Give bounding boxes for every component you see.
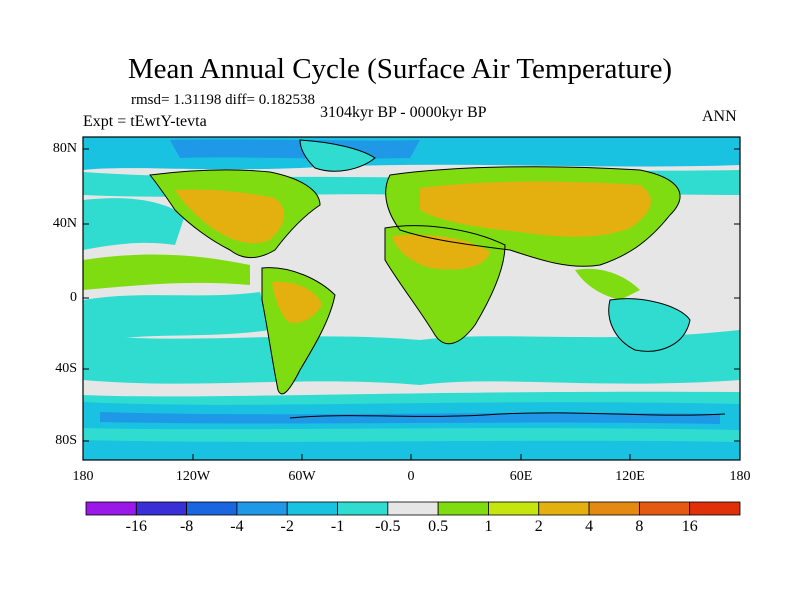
colorbar-swatch — [236, 501, 288, 516]
lon-label-0: 0 — [407, 469, 415, 484]
colorbar-swatch — [85, 501, 137, 516]
lat-label-40s: 40S — [55, 361, 77, 376]
eastern-pacific-cool — [83, 292, 270, 345]
colorbar-label: -16 — [125, 518, 147, 535]
sahara-hot — [392, 234, 490, 270]
temperature-field — [83, 137, 740, 460]
colorbar-swatch — [337, 501, 389, 516]
season-label: ANN — [702, 108, 737, 125]
colorbar-swatch — [488, 501, 540, 516]
colorbar — [85, 501, 741, 516]
lon-ticks — [192, 454, 631, 460]
colorbar-label: 1 — [484, 518, 493, 535]
colorbar-swatch — [286, 501, 338, 516]
colorbar-swatch — [538, 501, 590, 516]
colorbar-swatch — [186, 501, 238, 516]
lon-label-60e: 60E — [509, 469, 533, 484]
arctic-cool-2 — [170, 139, 420, 159]
north-pacific-cool — [83, 198, 185, 250]
lon-label-60w: 60W — [288, 469, 316, 484]
south-america-hot — [272, 281, 322, 323]
lon-label-120e: 120E — [615, 469, 645, 484]
colorbar-swatch — [638, 501, 691, 516]
plot-title: Mean Annual Cycle (Surface Air Temperatu… — [127, 53, 673, 85]
australia-cool — [608, 298, 690, 352]
colorbar-label: 2 — [534, 518, 543, 535]
colorbar-swatch — [135, 501, 188, 516]
colorbar-label: -0.5 — [375, 518, 401, 535]
colorbar-label: -2 — [280, 518, 294, 535]
stats-label: rmsd= 1.31198 diff= 0.182538 — [131, 92, 315, 108]
lat-label-0: 0 — [70, 290, 77, 305]
colorbar-label: 16 — [681, 518, 698, 535]
experiment-label: Expt = tEwtY-tevta — [83, 113, 207, 130]
colorbar-label: 8 — [635, 518, 644, 535]
colorbar-swatch — [689, 501, 741, 516]
north-pacific-warm — [83, 254, 250, 290]
colorbar-label: -4 — [230, 518, 244, 535]
lat-ticks — [83, 148, 740, 442]
southern-ocean-cool — [83, 330, 740, 385]
colorbar-label: -1 — [330, 518, 345, 535]
lon-label-180e: 180 — [729, 469, 751, 484]
antarctic-edge — [83, 440, 740, 460]
colorbar-swatch — [437, 501, 489, 516]
north-america-hot — [175, 189, 285, 244]
colorbar-swatch — [588, 501, 640, 516]
lon-label-120w: 120W — [175, 469, 211, 484]
colorbar-label: 4 — [585, 518, 594, 535]
period-label: 3104kyr BP - 0000kyr BP — [320, 104, 487, 121]
colorbar-swatch — [387, 501, 439, 516]
greenland-cool — [300, 140, 375, 172]
lat-label-80n: 80N — [52, 141, 77, 156]
colorbar-label: -8 — [179, 518, 194, 535]
lat-label-80s: 80S — [55, 433, 77, 448]
antarctic-cool-3 — [100, 412, 720, 424]
eurasia-hot — [420, 181, 651, 237]
lon-label-180w: 180 — [72, 469, 94, 484]
maritime-warm — [575, 268, 640, 300]
colorbar-label: 0.5 — [428, 518, 449, 535]
lat-label-40n: 40N — [52, 216, 77, 231]
coastlines — [149, 139, 726, 419]
